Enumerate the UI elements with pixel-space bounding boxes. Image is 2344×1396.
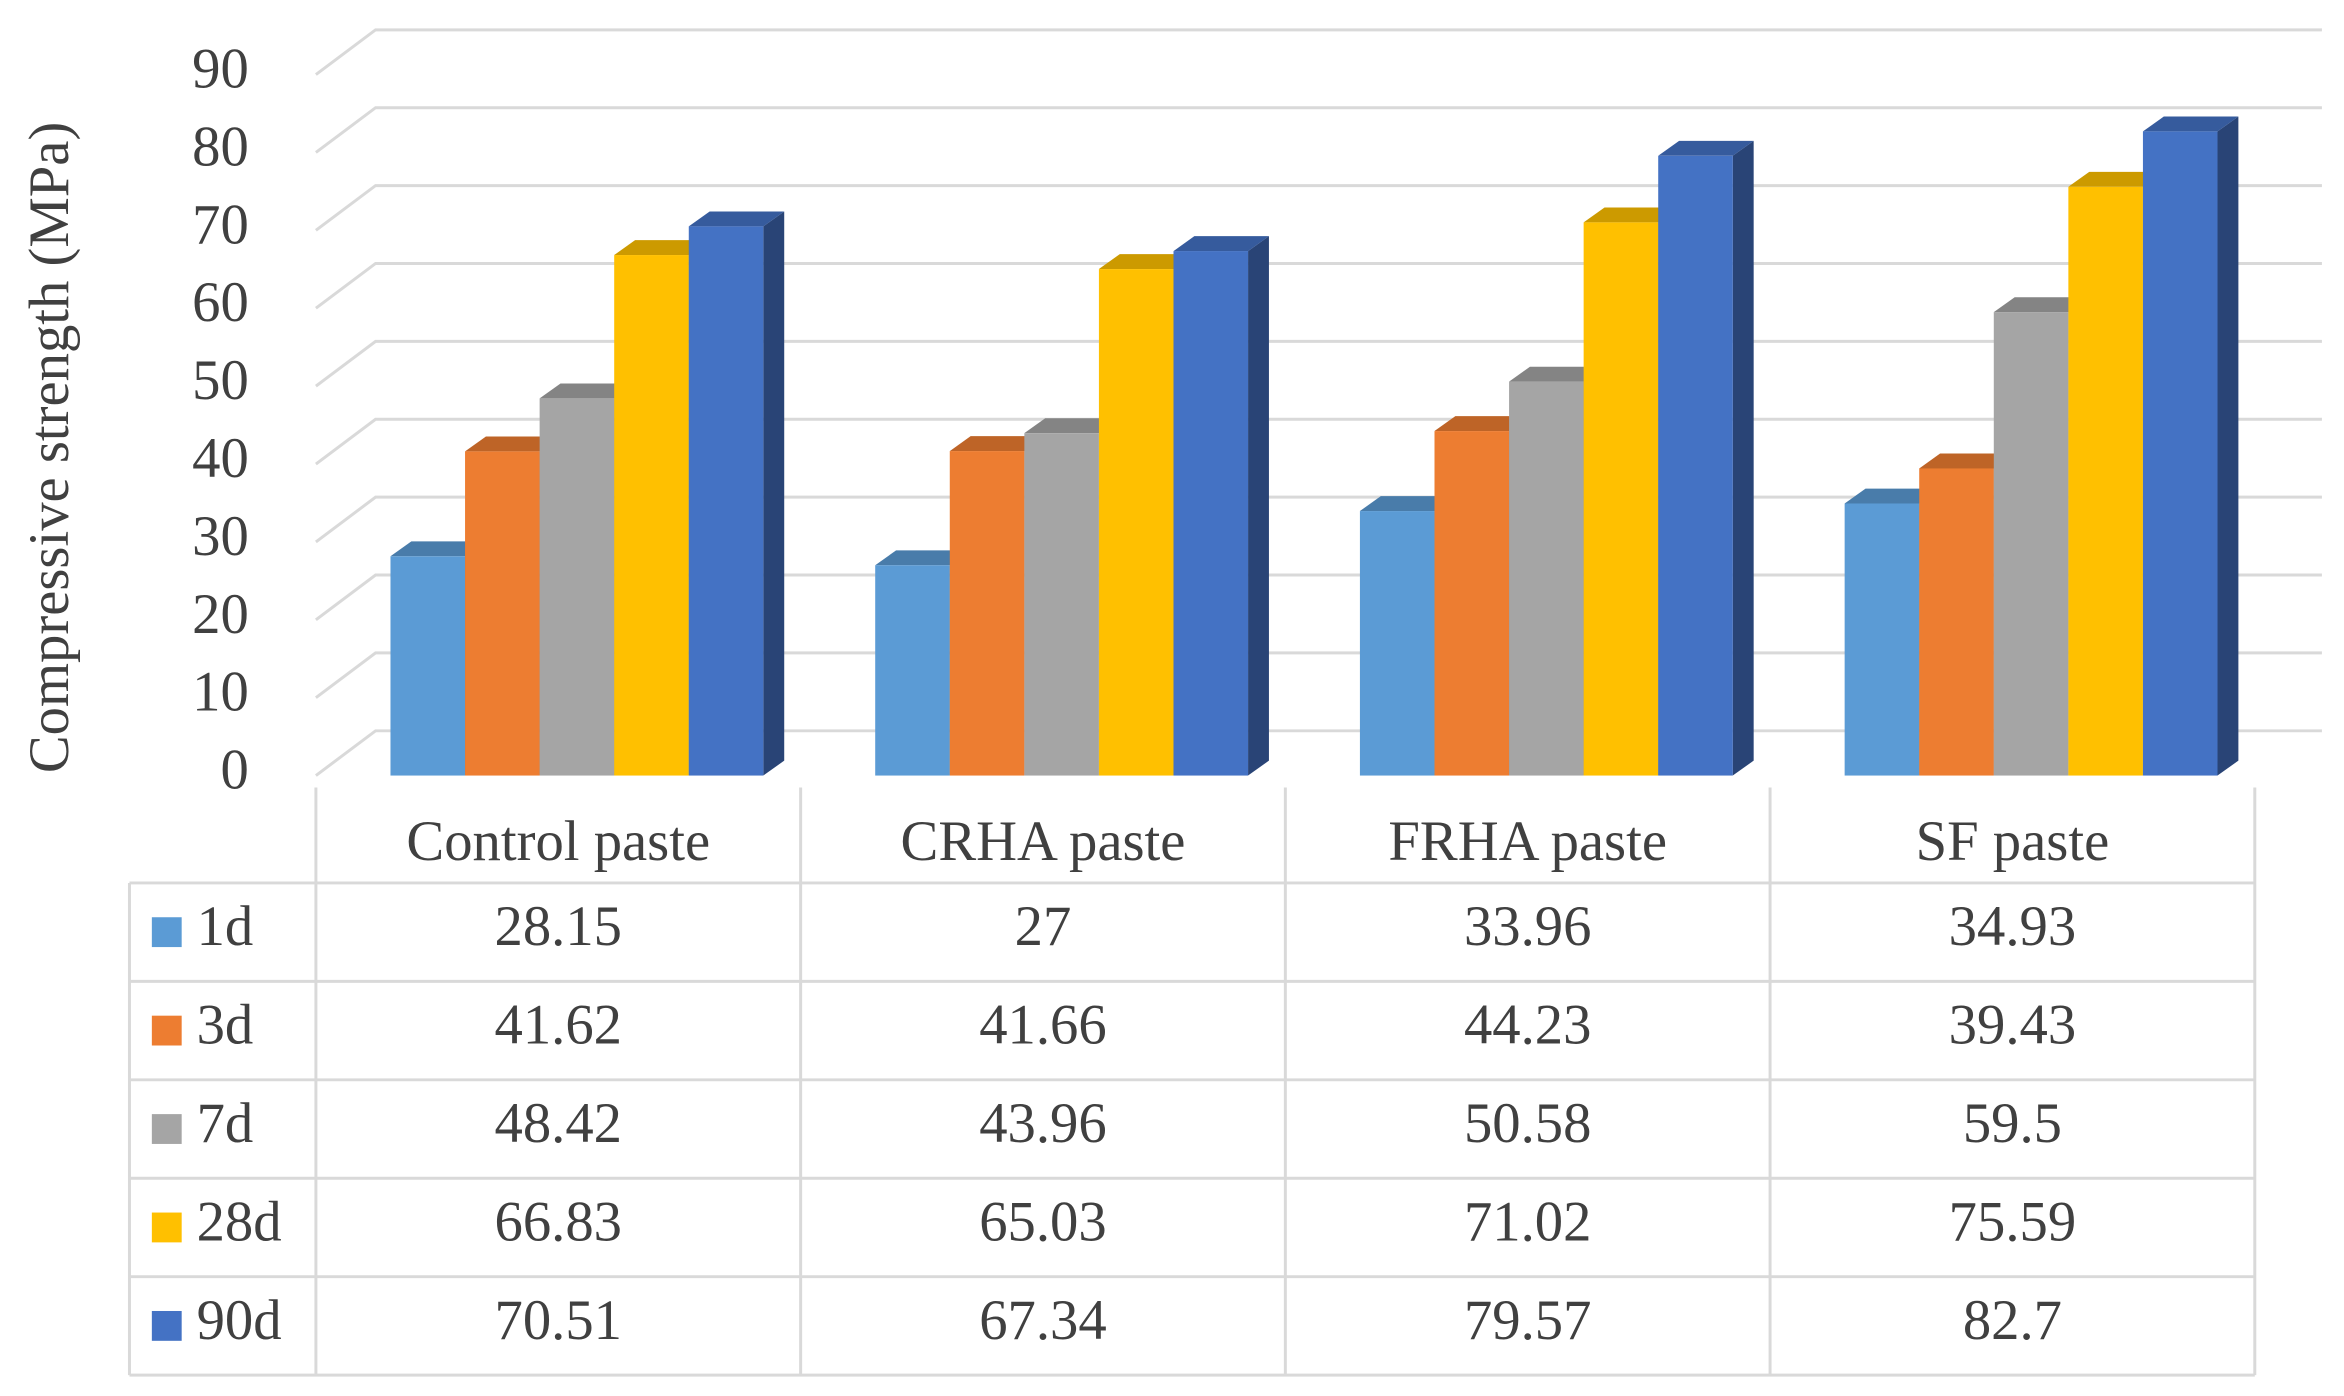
bar-top [1173,236,1269,252]
bar [1993,312,2069,776]
bar-top [614,240,710,256]
bar [539,398,615,776]
y-tick-label: 90 [192,39,249,101]
bar [2068,186,2143,776]
bar [949,451,1025,776]
legend-swatch [151,1212,182,1243]
bar-top [2068,171,2164,187]
table-value: 82.7 [1963,1290,2062,1352]
x-tick-label: FRHA paste [1388,811,1667,873]
legend-label: 7d [197,1093,254,1155]
bar-top [949,436,1046,452]
y-tick-label: 60 [192,272,249,334]
bar [614,255,689,776]
bar [1359,511,1435,776]
bar-top [1024,418,1120,434]
table-value: 34.93 [1949,896,2076,958]
grid-line [315,106,2322,154]
y-tick-label: 80 [192,116,249,178]
bar [390,556,466,776]
bar [1844,503,1920,776]
bar-top [539,383,636,399]
y-tick-label: 40 [192,428,249,490]
bar-top [1583,207,1680,223]
bar [1173,251,1249,776]
x-tick-label: CRHA paste [901,811,1186,873]
bar-top [1434,416,1530,432]
y-tick-label: 50 [192,350,249,412]
bar-top [1658,140,1754,156]
table-value: 79.57 [1464,1290,1591,1352]
bar [465,451,540,776]
bar [688,226,764,776]
grid-line [315,184,2322,232]
table-value: 39.43 [1949,995,2076,1057]
legend-swatch [151,1310,182,1341]
x-tick-label: SF paste [1916,811,2110,873]
table-value: 33.96 [1464,896,1591,958]
bar-top [1359,496,1456,512]
bar [1098,269,1174,776]
table-value: 41.66 [979,995,1106,1057]
bar [1919,468,1994,776]
bar [2142,131,2218,776]
bar [1509,381,1584,776]
table-value: 44.23 [1464,995,1591,1057]
bar-side [763,211,785,776]
y-tick-label: 0 [220,740,248,802]
table-value: 41.62 [495,995,622,1057]
table-value: 27 [1015,896,1072,958]
bar [1434,431,1510,776]
bar-top [1844,488,1941,504]
table-value: 28.15 [495,896,622,958]
bar-top [1098,254,1195,270]
bar-top [1509,366,1605,382]
table-value: 50.58 [1464,1093,1591,1155]
legend-swatch [151,1114,182,1144]
table-value: 67.34 [979,1290,1106,1352]
bar-top [1919,453,2015,469]
legend-label: 28d [197,1191,282,1253]
table-value: 65.03 [979,1191,1106,1253]
bar [1583,222,1659,776]
bar-top [2142,116,2239,132]
legend-swatch [151,1015,182,1046]
table-value: 48.42 [495,1093,622,1155]
y-tick-label: 20 [192,584,249,646]
table-value: 43.96 [979,1093,1106,1155]
bar-top [688,211,785,227]
bar-top [465,436,561,452]
bar-top [1993,297,2090,313]
bar-top [390,541,486,557]
y-tick-label: 70 [192,194,249,256]
table-value: 71.02 [1464,1191,1591,1253]
bar-top [875,550,971,566]
grid-line [315,28,2322,76]
legend-label: 90d [197,1290,282,1352]
y-tick-label: 10 [192,662,249,724]
table-value: 70.51 [495,1290,622,1352]
table-value: 75.59 [1949,1191,2076,1253]
legend-label: 1d [197,896,254,958]
bar [1024,433,1099,776]
y-tick-label: 30 [192,506,249,568]
bar-side [1732,140,1754,776]
bar [1658,155,1733,776]
y-axis-title: Compressive strength (MPa) [19,122,81,773]
table-value: 66.83 [495,1191,622,1253]
x-tick-label: Control paste [406,811,710,873]
table-value: 59.5 [1963,1093,2062,1155]
bar [875,565,950,776]
legend-swatch [151,917,182,948]
bar-side [2217,116,2239,776]
legend-label: 3d [197,995,254,1057]
bar-side [1248,236,1269,776]
